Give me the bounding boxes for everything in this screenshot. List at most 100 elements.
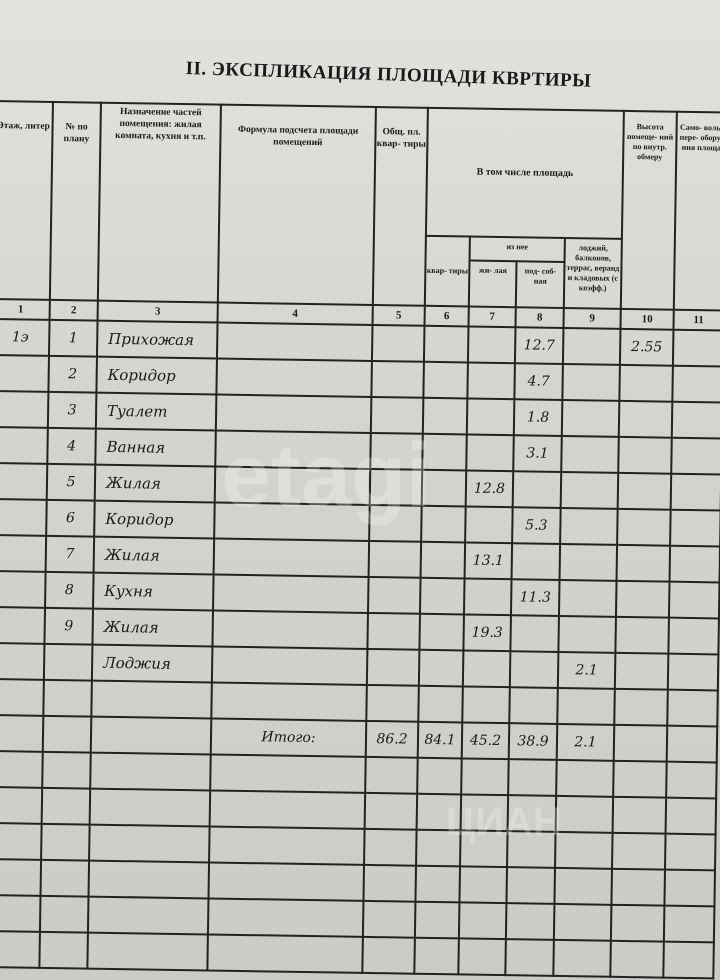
cell-empty bbox=[666, 761, 717, 799]
cell-empty bbox=[508, 759, 557, 796]
cell-empty bbox=[89, 788, 211, 827]
cell-name: Коридор bbox=[94, 500, 215, 539]
cell-c9 bbox=[558, 615, 616, 653]
header-unauthorized: Само- воль- пере- обору- ния площа bbox=[673, 111, 720, 311]
cell-empty bbox=[210, 754, 366, 793]
cell-empty bbox=[664, 833, 716, 871]
cell-name: Коридор bbox=[96, 356, 217, 395]
cell-c5 bbox=[369, 504, 422, 542]
cell-c9 bbox=[560, 471, 619, 509]
cell-empty bbox=[89, 824, 210, 863]
cell-empty bbox=[216, 322, 373, 361]
cell-empty bbox=[216, 358, 372, 397]
cell-empty bbox=[211, 646, 368, 685]
total-c7: 45.2 bbox=[461, 722, 510, 760]
cell-c10 bbox=[618, 436, 672, 474]
cell-empty bbox=[505, 903, 555, 940]
cell-empty bbox=[41, 787, 91, 825]
cell-c9 bbox=[557, 687, 615, 725]
cell-c10 bbox=[614, 652, 669, 690]
cell-c10 bbox=[614, 688, 668, 726]
cell-empty bbox=[665, 797, 717, 835]
total-c8: 38.9 bbox=[508, 723, 558, 760]
cell-c8 bbox=[510, 615, 559, 652]
cell-c6 bbox=[418, 649, 464, 687]
cell-name: Жилая bbox=[94, 464, 216, 503]
cell-floor bbox=[0, 354, 49, 392]
header-height: Высота помеще- ний по внутр. обмеру bbox=[620, 110, 677, 310]
cell-empty bbox=[0, 822, 42, 860]
cell-c7 bbox=[462, 650, 511, 688]
cell-empty bbox=[208, 862, 365, 901]
cell-empty bbox=[613, 760, 667, 798]
cell-c5 bbox=[371, 360, 424, 398]
cell-empty bbox=[215, 394, 372, 433]
header-total-area: Общ. пл. квар- тиры bbox=[372, 107, 428, 306]
column-number: 9 bbox=[563, 307, 621, 329]
cell-c7: 12.8 bbox=[465, 470, 514, 508]
cell-c9 bbox=[560, 507, 618, 545]
cell-c8 bbox=[509, 687, 558, 724]
header-formula: Формула подсчета площади помещений bbox=[217, 104, 376, 305]
cell-c10 bbox=[615, 580, 670, 618]
cell-empty bbox=[506, 867, 556, 904]
cell-empty bbox=[612, 796, 667, 834]
column-number: 10 bbox=[620, 308, 674, 330]
cell-empty bbox=[215, 430, 371, 469]
cell-empty bbox=[414, 901, 460, 939]
cell-empty bbox=[87, 932, 208, 971]
cell-c10 bbox=[615, 616, 669, 654]
cell-empty bbox=[555, 795, 614, 833]
cell-c7 bbox=[465, 506, 513, 544]
cell-empty bbox=[212, 610, 368, 649]
cell-empty bbox=[554, 867, 613, 905]
cell-empty bbox=[672, 365, 720, 403]
cell-floor bbox=[0, 462, 48, 500]
cell-c5 bbox=[366, 648, 420, 686]
cell-c8 bbox=[509, 651, 559, 688]
column-number: 7 bbox=[468, 306, 516, 328]
cell-c5 bbox=[369, 468, 423, 506]
header-of-which: из нее bbox=[469, 236, 565, 262]
cell-c10 bbox=[619, 364, 673, 402]
cell-c9 bbox=[559, 543, 618, 581]
cell-c6 bbox=[419, 577, 465, 615]
column-number: 2 bbox=[49, 299, 98, 321]
cell-c8: 3.1 bbox=[513, 435, 562, 472]
cell-empty bbox=[214, 466, 371, 505]
cell-empty bbox=[663, 941, 714, 979]
header-auxiliary: под- соб- ная bbox=[515, 261, 565, 308]
cell-c7 bbox=[466, 434, 514, 472]
cell-empty bbox=[458, 938, 506, 976]
cell-c10 bbox=[618, 400, 673, 438]
cell-name: Прихожая bbox=[96, 320, 218, 359]
cell-c5 bbox=[368, 540, 422, 578]
total-c5: 86.2 bbox=[365, 720, 419, 758]
cell-empty bbox=[417, 757, 462, 795]
cell-empty bbox=[40, 859, 90, 897]
cell-c6 bbox=[423, 325, 469, 363]
cell-c7: 13.1 bbox=[464, 542, 513, 580]
cell-c6 bbox=[420, 541, 466, 579]
cell-c9 bbox=[558, 579, 617, 617]
cell-empty bbox=[213, 574, 369, 613]
cell-c6 bbox=[422, 433, 467, 471]
cell-empty bbox=[363, 864, 417, 902]
cell-c9: 2.1 bbox=[557, 651, 616, 689]
cell-c8: 4.7 bbox=[514, 363, 563, 400]
cell-c6 bbox=[421, 505, 466, 543]
cell-empty bbox=[669, 545, 720, 583]
cell-empty bbox=[458, 902, 507, 940]
header-room-purpose: Назначение частей помещения: жилая комна… bbox=[97, 102, 221, 303]
column-number: 4 bbox=[217, 302, 373, 325]
cell-c9 bbox=[561, 399, 620, 437]
cell-empty bbox=[0, 894, 41, 932]
cell-c8 bbox=[512, 471, 562, 508]
column-number: 3 bbox=[97, 300, 218, 323]
cell-empty bbox=[668, 617, 719, 655]
cell-c9 bbox=[562, 363, 620, 401]
cell-empty bbox=[415, 865, 461, 903]
cell-empty bbox=[42, 751, 91, 789]
cell-empty bbox=[610, 904, 665, 942]
cell-empty bbox=[459, 866, 508, 904]
